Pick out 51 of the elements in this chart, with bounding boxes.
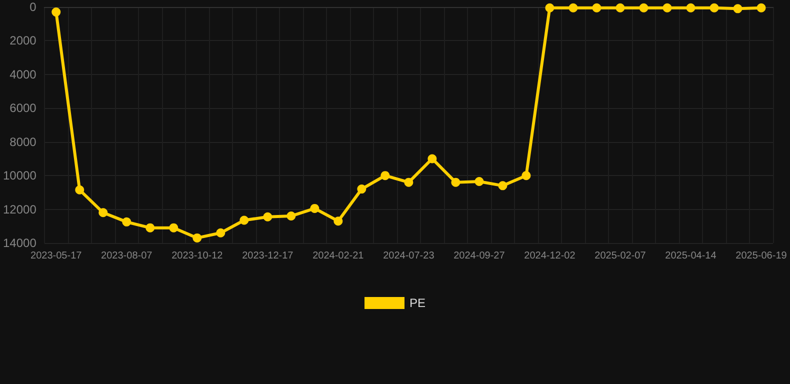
y-tick-label: 0	[30, 0, 37, 14]
point	[357, 184, 366, 194]
point	[616, 3, 625, 12]
point	[545, 3, 554, 12]
point	[710, 3, 719, 12]
y-tick-label: 6000	[10, 101, 37, 116]
y-tick-label: 8000	[10, 134, 37, 149]
point	[428, 154, 437, 164]
x-tick-label: 2023-08-07	[101, 250, 153, 262]
point	[52, 8, 61, 17]
x-tick-label: 2025-04-14	[665, 250, 717, 262]
point	[122, 217, 132, 226]
point	[263, 212, 272, 222]
y-tick-label: 12000	[2, 202, 37, 216]
point	[169, 223, 178, 232]
x-tick-label: 2024-12-02	[524, 250, 576, 262]
point	[334, 216, 343, 226]
point	[146, 223, 155, 232]
x-tick-label: 2023-10-12	[172, 250, 224, 262]
x-tick-label: 2024-07-23	[383, 250, 435, 262]
point	[639, 3, 648, 12]
point	[568, 3, 578, 12]
point	[686, 3, 696, 12]
x-tick-label: 2024-02-21	[312, 250, 364, 262]
point	[216, 228, 226, 238]
legend-label: PE	[409, 296, 426, 310]
y-tick-label: 2000	[10, 34, 37, 48]
point	[592, 3, 602, 12]
x-tick-label: 2024-09-27	[454, 250, 506, 262]
y-tick-label: 10000	[2, 168, 37, 183]
x-tick-label: 2025-06-19	[736, 250, 788, 262]
point	[98, 208, 108, 218]
point	[474, 176, 484, 186]
x-tick-label: 2023-05-17	[30, 250, 82, 262]
point	[240, 216, 249, 225]
point	[498, 181, 508, 190]
y-tick-label: 14000	[2, 236, 37, 250]
y-tick-label: 4000	[10, 67, 37, 82]
x-tick-label: 2023-12-17	[242, 250, 294, 262]
point	[522, 171, 531, 180]
point	[286, 212, 296, 221]
point	[75, 185, 84, 194]
point	[404, 178, 414, 187]
point	[733, 4, 742, 14]
point	[662, 3, 672, 12]
point	[310, 204, 320, 213]
point	[756, 3, 766, 12]
x-tick-label: 2025-02-07	[594, 250, 646, 262]
point	[380, 171, 390, 180]
point	[192, 233, 202, 242]
point	[451, 178, 460, 187]
